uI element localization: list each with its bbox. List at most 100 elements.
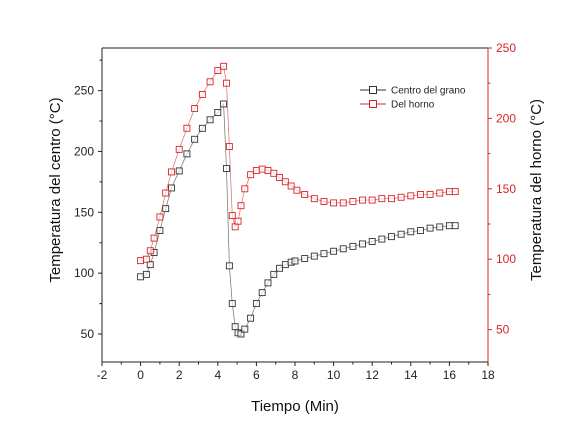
del-horno-point (264, 167, 272, 174)
centro-del-grano-point (142, 270, 150, 278)
centro-del-grano-point (183, 150, 191, 158)
del-horno-point (241, 185, 249, 193)
del-horno-point (397, 193, 405, 201)
centro-del-grano-point (225, 262, 233, 270)
x-tick-label: -2 (97, 368, 108, 382)
del-horno-point (231, 223, 239, 231)
del-horno-point (234, 217, 242, 225)
del-horno-point (445, 188, 453, 196)
y-right-tick-label: 100 (496, 252, 516, 266)
centro-del-grano-point (276, 264, 284, 272)
centro-del-grano-point (252, 300, 260, 308)
y-right-tick-label: 250 (496, 41, 516, 55)
del-horno-point (417, 190, 424, 198)
centro-del-grano-point (220, 100, 228, 108)
del-horno-point (237, 202, 245, 210)
centro-del-grano-point (368, 238, 376, 245)
x-tick-label: 6 (253, 368, 260, 382)
del-horno-point (137, 257, 145, 265)
del-horno-point (339, 199, 347, 207)
centro-del-grano-point (407, 228, 415, 236)
y-axis-right-title: Temperatura del horno (°C) (528, 99, 545, 281)
centro-del-grano-point (378, 235, 386, 243)
centro-del-grano-point (137, 273, 145, 281)
del-horno-point (281, 178, 289, 186)
x-tick-label: 12 (366, 368, 380, 382)
del-horno-point (270, 169, 278, 177)
x-tick-label: 8 (292, 368, 299, 382)
del-horno-point (191, 105, 199, 112)
legend-item-centro: Centro del grano (360, 86, 466, 97)
del-horno-point (293, 186, 301, 194)
centro-del-grano-point (388, 233, 395, 241)
y-left-tick-label: 100 (74, 266, 94, 280)
centro-del-grano-point (320, 250, 328, 258)
centro-del-grano-point (417, 227, 424, 235)
del-horno-point (214, 67, 222, 74)
x-axis-ticks: -2 0 2 4 6 8 10 12 14 16 18 (97, 362, 495, 382)
y-right-tick-label: 50 (496, 323, 510, 337)
centro-del-grano-point (247, 314, 255, 322)
del-horno-point (220, 62, 228, 70)
x-tick-label: 10 (327, 368, 341, 382)
centro-del-grano-point (310, 252, 318, 260)
y-right-tick-label: 200 (496, 111, 516, 125)
del-horno-point (451, 188, 459, 196)
centro-del-grano-point (198, 124, 206, 132)
del-horno-point (320, 198, 328, 205)
y-right-tick-label: 150 (496, 182, 516, 196)
centro-del-grano-point (168, 184, 175, 192)
del-horno-point (252, 167, 260, 174)
x-tick-label: 16 (443, 368, 457, 382)
centro-del-grano-point (231, 323, 239, 331)
centro-del-grano-point (264, 279, 272, 287)
del-horno-point (168, 168, 175, 176)
legend-label-horno: Del horno (391, 100, 435, 111)
del-horno-point (183, 124, 191, 132)
centro-del-grano-point (330, 247, 338, 255)
centro-del-grano-point (445, 222, 453, 230)
legend-item-horno: Del horno (360, 100, 435, 111)
x-tick-label: 2 (176, 368, 183, 382)
centro-del-grano-line (140, 102, 456, 335)
centro-del-grano-point (301, 255, 309, 263)
y-left-tick-label: 200 (74, 144, 94, 158)
centro-del-grano-point (214, 109, 222, 116)
del-horno-point (162, 189, 170, 197)
del-horno-point (276, 174, 284, 181)
del-horno-point (368, 196, 376, 204)
del-horno-point (142, 255, 150, 263)
centro-del-grano-point (258, 289, 266, 297)
y-left-tick-label: 50 (81, 327, 95, 341)
centro-del-grano-point (281, 261, 289, 269)
centro-del-grano-point (175, 167, 183, 175)
centro-del-grano-point (349, 242, 357, 250)
del-horno-point (150, 234, 158, 242)
centro-del-grano-point (339, 245, 347, 253)
centro-del-grano-point (146, 261, 154, 269)
del-horno-point (407, 192, 415, 200)
series-del-horno (137, 62, 459, 265)
centro-del-grano-point (426, 224, 434, 232)
centro-del-grano-point (291, 257, 299, 265)
centro-del-grano-point (241, 325, 249, 333)
legend-label-centro: Centro del grano (391, 86, 466, 97)
del-horno-point (359, 196, 366, 204)
del-horno-point (198, 91, 206, 98)
x-tick-label: 4 (214, 368, 221, 382)
centro-del-grano-point (436, 223, 444, 231)
del-horno-point (225, 143, 233, 151)
del-horno-point (223, 79, 230, 87)
del-horno-point (156, 213, 164, 221)
y-left-tick-label: 150 (74, 205, 94, 219)
x-axis-title: Tiempo (Min) (251, 398, 339, 415)
centro-del-grano-point (162, 205, 170, 213)
series-centro-del-grano (137, 100, 459, 338)
del-horno-point (206, 78, 214, 86)
del-horno-point (301, 190, 309, 198)
del-horno-point (175, 145, 183, 153)
centro-del-grano-point (397, 230, 405, 238)
centro-del-grano-point (223, 165, 230, 172)
centro-del-grano-point (451, 222, 459, 230)
